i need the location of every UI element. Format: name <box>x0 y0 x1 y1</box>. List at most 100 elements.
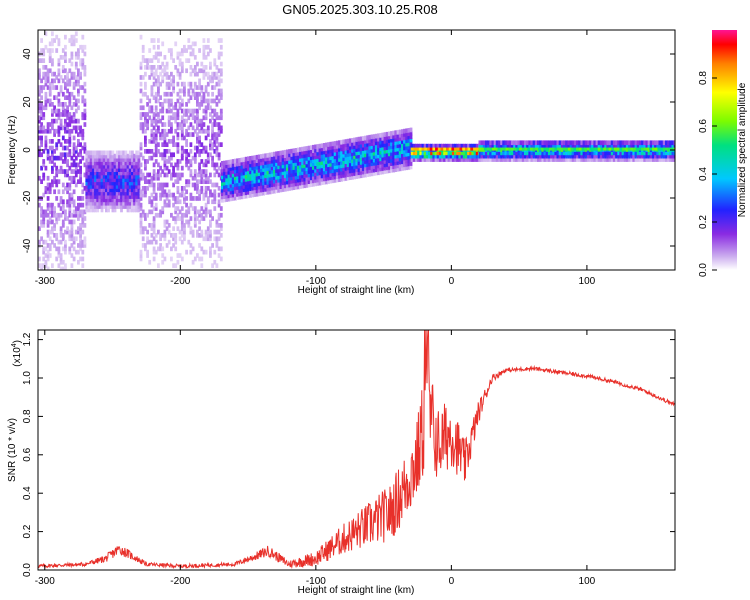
heatmap-cell <box>279 187 283 193</box>
y-tick-label: 0.4 <box>22 486 33 500</box>
heatmap-cell <box>187 152 191 158</box>
heatmap-cell <box>64 81 67 87</box>
heatmap-cell <box>157 51 160 57</box>
heatmap-cell <box>124 187 128 193</box>
heatmap-cell <box>89 204 93 209</box>
heatmap-cell <box>185 118 188 124</box>
heatmap-cell <box>355 164 359 169</box>
heatmap-cell <box>294 161 298 167</box>
heatmap-cell <box>102 197 106 203</box>
heatmap-cell <box>146 159 149 164</box>
heatmap-cell <box>85 177 89 183</box>
heatmap-cell <box>87 200 91 206</box>
heatmap-cell <box>96 200 100 206</box>
heatmap-cell <box>42 223 46 228</box>
heatmap-cell <box>342 142 346 148</box>
x-tick-label: -100 <box>306 576 326 587</box>
heatmap-cell <box>107 150 110 156</box>
heatmap-cell <box>240 184 244 190</box>
heatmap-cell <box>161 105 165 111</box>
heatmap-cell <box>72 149 76 154</box>
heatmap-cell <box>157 78 160 84</box>
heatmap-cell <box>383 142 387 147</box>
heatmap-cell <box>180 108 184 114</box>
heatmap-cell <box>66 169 69 174</box>
heatmap-cell <box>215 135 219 141</box>
heatmap-cell <box>428 157 431 162</box>
heatmap-cell <box>144 128 147 134</box>
heatmap-cell <box>257 157 261 163</box>
heatmap-cell <box>61 48 65 53</box>
heatmap-cell <box>325 159 328 165</box>
heatmap-cell <box>441 150 444 156</box>
heatmap-cell <box>543 153 547 159</box>
heatmap-cell <box>94 150 97 156</box>
heatmap-cell <box>322 166 326 172</box>
heatmap-cell <box>204 112 208 117</box>
heatmap-cell <box>68 142 72 147</box>
heatmap-cell <box>193 152 197 158</box>
heatmap-cell <box>55 196 59 201</box>
heatmap-cell <box>441 153 444 159</box>
heatmap-cell <box>91 187 95 193</box>
heatmap-cell <box>630 157 634 162</box>
heatmap-cell <box>335 147 339 153</box>
heatmap-cell <box>68 149 72 154</box>
heatmap-cell <box>491 150 495 156</box>
heatmap-cell <box>124 184 128 189</box>
heatmap-cell <box>64 159 67 164</box>
heatmap-cell <box>83 108 87 114</box>
heatmap-cell <box>621 143 625 149</box>
heatmap-cell <box>77 179 80 184</box>
heatmap-cell <box>342 139 346 145</box>
heatmap-cell <box>234 158 237 164</box>
heatmap-cell <box>595 157 599 162</box>
heatmap-cell <box>338 153 341 159</box>
heatmap-cell <box>159 209 162 215</box>
heatmap-cell <box>608 147 612 151</box>
heatmap-cell <box>161 209 165 215</box>
heatmap-cell <box>202 38 206 43</box>
heatmap-cell <box>303 180 307 185</box>
heatmap-cell <box>118 204 121 209</box>
heatmap-cell <box>374 167 378 173</box>
heatmap-cell <box>593 157 597 162</box>
heatmap-cell <box>656 153 660 159</box>
heatmap-cell <box>253 168 257 174</box>
heatmap-cell <box>247 180 250 185</box>
heatmap-cell <box>115 187 119 193</box>
heatmap-cell <box>513 153 516 159</box>
heatmap-cell <box>170 175 173 181</box>
heatmap-cell <box>200 118 204 124</box>
heatmap-cell <box>38 85 41 90</box>
heatmap-cell <box>665 153 668 159</box>
heatmap-cell <box>91 207 95 213</box>
heatmap-cell <box>137 153 141 159</box>
heatmap-cell <box>372 157 376 163</box>
heatmap-cell <box>79 243 82 248</box>
heatmap-cell <box>122 197 126 203</box>
x-tick-label: 0 <box>449 576 455 587</box>
heatmap-cell <box>517 153 521 159</box>
heatmap-cell <box>387 158 391 164</box>
heatmap-cell <box>482 153 486 159</box>
heatmap-cell <box>102 170 106 176</box>
heatmap-cell <box>161 78 165 84</box>
heatmap-cell <box>229 169 233 175</box>
heatmap-cell <box>42 246 46 252</box>
heatmap-cell <box>72 209 76 215</box>
heatmap-cell <box>66 152 69 158</box>
heatmap-cell <box>266 176 270 182</box>
heatmap-cell <box>658 150 662 156</box>
heatmap-cell <box>615 153 618 159</box>
heatmap-cell <box>139 202 143 208</box>
heatmap-cell <box>135 197 139 203</box>
heatmap-cell <box>471 143 475 149</box>
heatmap-cell <box>79 212 82 218</box>
heatmap-cell <box>122 170 126 176</box>
heatmap-cell <box>55 142 59 147</box>
heatmap-cell <box>309 182 313 187</box>
heatmap-cell <box>176 81 180 87</box>
svg-text:(x104): (x104) <box>11 340 23 367</box>
heatmap-cell <box>430 143 433 149</box>
